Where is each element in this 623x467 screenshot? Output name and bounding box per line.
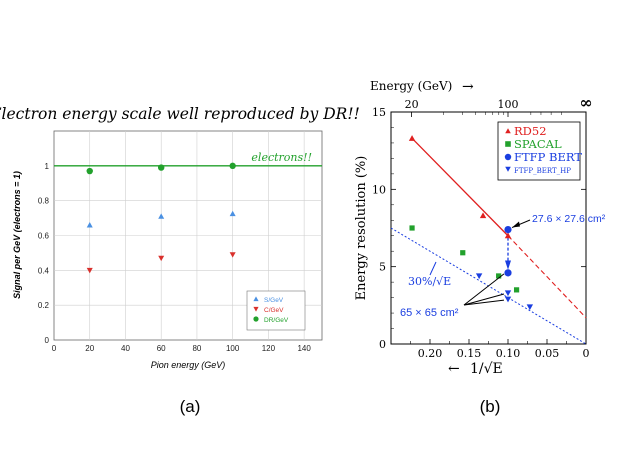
top-axis-arrow: → xyxy=(462,79,474,95)
chart-a-point-c-gev xyxy=(86,267,93,274)
chart-b-point-rd52 xyxy=(504,232,512,239)
chart-b-point-ftfp-bert xyxy=(504,269,512,277)
chart-a: Electron energy scale well reproduced by… xyxy=(0,105,360,370)
legend-a-label: C/GeV xyxy=(264,307,284,314)
legend-b-label: FTFP BERT xyxy=(514,150,582,164)
annotation-small-geometry: 27.6 × 27.6 cm² xyxy=(532,213,606,225)
chart-a-point-dr-gev xyxy=(229,162,236,170)
chart-a-x-tick-label: 120 xyxy=(262,344,276,353)
rd52-extrapolation-line xyxy=(507,235,587,319)
legend-b-marker xyxy=(505,141,511,147)
chart-a-x-tick-label: 0 xyxy=(52,344,57,353)
chart-b-point-rd52 xyxy=(479,212,487,219)
chart-a-point-c-gev xyxy=(158,255,165,262)
chart-a-legend: S/GeV C/GeV DR/GeV xyxy=(246,290,306,331)
legend-b-label: RD52 xyxy=(514,124,547,138)
chart-b-y-tick-label: 5 xyxy=(379,261,386,274)
chart-b: Energy (GeV) → 0.20 0.15 0.10 0.05 0 0 5 10 15 20… xyxy=(354,79,606,377)
chart-a-title: Electron energy scale well reproduced by… xyxy=(0,105,360,123)
geometry-change-arrowhead xyxy=(505,260,511,270)
legend-b-label: SPACAL xyxy=(514,137,562,151)
legend-b-marker xyxy=(505,166,511,172)
chart-b-top-tick-label: 100 xyxy=(498,98,519,111)
annotation-large-geometry-arrow-1 xyxy=(463,273,505,306)
caption-b: (b) xyxy=(480,397,501,416)
legend-a-marker xyxy=(253,316,259,322)
chart-a-y-tick-label: 1 xyxy=(45,162,50,171)
chart-a-y-axis-label: Signal per GeV (electrons = 1) xyxy=(12,171,22,299)
chart-b-point-spacal xyxy=(409,225,415,231)
chart-a-point-s-gev xyxy=(86,222,93,228)
chart-a-x-tick-label: 40 xyxy=(121,344,130,353)
chart-b-x-tick-label: 0.15 xyxy=(457,347,482,360)
chart-b-point-spacal xyxy=(496,273,502,279)
chart-b-y-tick-label: 0 xyxy=(379,338,386,351)
annotation-large-geometry: 65 × 65 cm² xyxy=(400,307,459,319)
chart-a-x-tick-label: 80 xyxy=(192,344,201,353)
annotation-stochastic-arrow xyxy=(429,261,437,276)
chart-b-point-ftfp-bert-hp xyxy=(475,273,483,280)
chart-a-x-axis-label: Pion energy (GeV) xyxy=(151,360,226,370)
chart-a-x-tick-label: 60 xyxy=(157,344,166,353)
chart-a-y-tick-label: 0.6 xyxy=(38,232,50,241)
legend-a-marker xyxy=(253,296,259,302)
chart-b-point-ftfp-bert xyxy=(504,225,512,234)
chart-b-top-tick-label: ∞ xyxy=(579,93,592,112)
chart-b-point-spacal xyxy=(460,250,466,256)
chart-b-y-axis-label: Energy resolution (%) xyxy=(354,156,369,301)
chart-b-point-ftfp-bert-hp xyxy=(526,304,534,311)
chart-b-x-axis-arrow: ← xyxy=(448,361,460,377)
caption-a: (a) xyxy=(180,397,201,416)
chart-a-x-tick-label: 20 xyxy=(85,344,94,353)
legend-b-marker xyxy=(505,128,511,134)
annotation-large-geometry-arrow-3 xyxy=(463,299,505,306)
chart-b-x-tick-label: 0.05 xyxy=(535,347,560,360)
chart-a-y-tick-label: 0.4 xyxy=(38,266,50,275)
chart-b-point-spacal xyxy=(513,287,520,293)
chart-b-top-tick-label: 20 xyxy=(405,98,419,111)
chart-b-y-tick-label: 10 xyxy=(372,183,386,196)
chart-a-point-dr-gev xyxy=(86,167,93,175)
chart-b-x-tick-label: 0 xyxy=(583,347,590,360)
annotation-small-geometry-arrowhead xyxy=(512,221,520,228)
chart-b-point-ftfp-bert-hp xyxy=(504,290,512,297)
chart-b-x-axis-label: 1/√E xyxy=(470,361,503,377)
chart-a-point-c-gev xyxy=(229,252,236,258)
annotation-large-geometry-arrow-2 xyxy=(463,293,505,306)
annotation-stochastic-term: 30%/√E xyxy=(408,275,451,288)
chart-a-y-tick-label: 0.2 xyxy=(38,301,50,310)
chart-a-x-tick-label: 140 xyxy=(297,344,311,353)
chart-a-x-tick-label: 100 xyxy=(226,344,240,353)
legend-a-label: S/GeV xyxy=(264,297,284,304)
chart-b-point-rd52 xyxy=(408,135,416,141)
electrons-reference-label: electrons!! xyxy=(251,151,312,164)
chart-a-y-tick-label: 0.8 xyxy=(38,197,50,206)
chart-b-y-tick-label: 15 xyxy=(372,106,386,119)
chart-a-point-s-gev xyxy=(158,213,165,219)
chart-a-point-dr-gev xyxy=(158,164,165,171)
chart-b-point-ftfp-bert-hp xyxy=(504,296,512,303)
chart-a-point-s-gev xyxy=(229,210,236,217)
legend-a-marker xyxy=(253,306,259,312)
legend-a-label: DR/GeV xyxy=(264,317,289,324)
top-axis-label: Energy (GeV) xyxy=(370,79,452,93)
chart-b-x-tick-label: 0.20 xyxy=(418,347,443,360)
chart-a-y-tick-label: 0 xyxy=(45,336,50,345)
chart-b-x-tick-label: 0.10 xyxy=(496,347,521,360)
legend-b-marker xyxy=(504,153,512,161)
rd52-fit-line xyxy=(411,137,509,237)
legend-b-label: FTFP_BERT_HP xyxy=(514,167,571,175)
